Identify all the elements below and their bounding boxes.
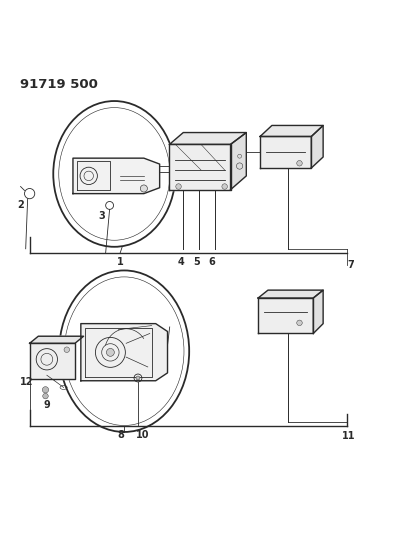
Circle shape	[236, 163, 242, 169]
Polygon shape	[257, 298, 312, 334]
Polygon shape	[81, 324, 167, 381]
Circle shape	[42, 386, 49, 393]
Polygon shape	[30, 336, 83, 343]
Text: 12: 12	[20, 377, 33, 387]
Polygon shape	[169, 133, 246, 144]
Circle shape	[175, 184, 181, 189]
Text: 91719 500: 91719 500	[20, 78, 97, 91]
Text: 9: 9	[43, 400, 50, 410]
Text: 1: 1	[117, 257, 123, 268]
Circle shape	[237, 154, 241, 158]
Text: 11: 11	[341, 431, 354, 441]
Text: 4: 4	[177, 257, 183, 268]
Circle shape	[106, 349, 114, 357]
Polygon shape	[312, 290, 322, 334]
Text: 10: 10	[136, 430, 149, 440]
Circle shape	[296, 160, 302, 166]
Circle shape	[64, 347, 69, 352]
Circle shape	[43, 393, 48, 399]
Text: 8: 8	[117, 430, 124, 440]
Polygon shape	[230, 133, 246, 190]
Text: 7: 7	[346, 260, 353, 270]
Circle shape	[221, 184, 227, 189]
Polygon shape	[73, 158, 159, 193]
Polygon shape	[257, 290, 322, 298]
Polygon shape	[30, 343, 75, 379]
Circle shape	[136, 376, 140, 380]
Text: 5: 5	[192, 257, 199, 268]
Text: 6: 6	[208, 257, 215, 268]
Text: 2: 2	[17, 200, 24, 211]
Polygon shape	[169, 144, 230, 190]
Polygon shape	[259, 136, 310, 168]
Polygon shape	[259, 125, 322, 136]
Circle shape	[296, 320, 302, 326]
Polygon shape	[310, 125, 322, 168]
Text: 3: 3	[98, 211, 105, 221]
Circle shape	[140, 185, 147, 192]
